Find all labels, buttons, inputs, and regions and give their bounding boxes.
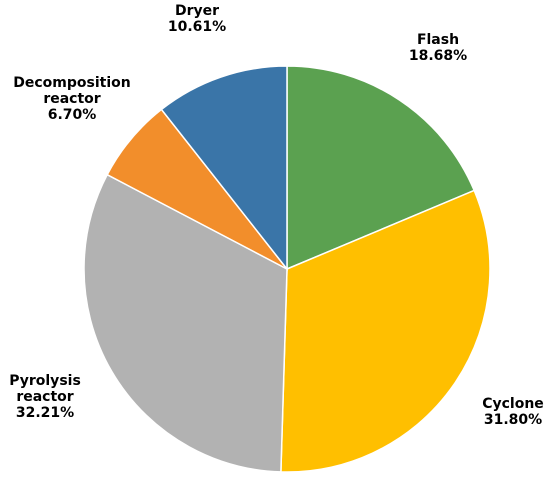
slice-label-decomposition-reactor: Decomposition reactor 6.70%: [13, 75, 130, 123]
slice-label-dryer: Dryer 10.61%: [168, 3, 226, 35]
slice-label-line: Pyrolysis: [9, 373, 81, 389]
slice-label-line: 31.80%: [484, 412, 542, 428]
slice-label-cyclone: Cyclone 31.80%: [482, 396, 544, 428]
slice-label-line: 18.68%: [409, 48, 467, 64]
slice-label-line: 32.21%: [16, 405, 74, 421]
slice-label-line: Cyclone: [482, 396, 544, 412]
slice-label-line: reactor: [16, 389, 73, 405]
slice-label-line: Decomposition: [13, 75, 130, 91]
slice-label-line: Dryer: [175, 3, 219, 19]
slice-label-line: Flash: [417, 32, 459, 48]
slice-label-pyrolysis-reactor: Pyrolysis reactor 32.21%: [9, 373, 81, 421]
slice-label-flash: Flash 18.68%: [409, 32, 467, 64]
slice-label-line: 6.70%: [48, 107, 97, 123]
pie-slices: [84, 66, 490, 472]
slice-label-line: 10.61%: [168, 19, 226, 35]
slice-label-line: reactor: [43, 91, 100, 107]
